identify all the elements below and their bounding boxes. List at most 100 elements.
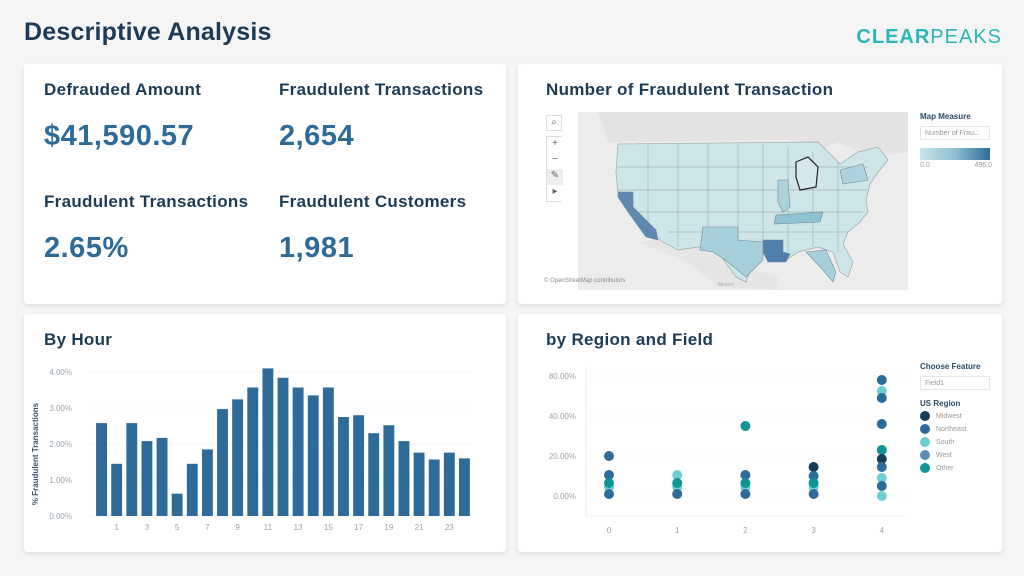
bar-hour-8[interactable] — [217, 409, 228, 516]
point-other[interactable] — [740, 478, 751, 488]
point-other[interactable] — [672, 478, 683, 488]
legend-item-northeast[interactable]: Northeast — [920, 424, 996, 434]
bar-hour-5[interactable] — [171, 493, 183, 516]
point-other[interactable] — [604, 478, 614, 488]
state-louisiana[interactable] — [762, 239, 791, 263]
choose-feature-select[interactable]: Field1 — [920, 376, 990, 390]
bar-hour-21[interactable] — [413, 452, 425, 516]
map-color-scale — [920, 148, 990, 160]
zoom-out-button[interactable]: − — [547, 153, 563, 169]
point-south[interactable] — [876, 473, 887, 483]
pin-icon: ✎ — [550, 170, 560, 181]
state-michigan-selected[interactable] — [795, 156, 819, 191]
point-northeast[interactable] — [740, 489, 751, 499]
bar-hour-22[interactable] — [428, 459, 440, 516]
legend-label: Other — [936, 464, 954, 472]
bar-hour-20[interactable] — [398, 441, 410, 516]
state-california[interactable] — [617, 191, 659, 241]
bar-hour-14[interactable] — [307, 395, 319, 516]
x-tick-label: 3 — [145, 523, 150, 532]
x-tick-label: 1 — [114, 523, 119, 532]
kpi-value: 2,654 — [279, 120, 355, 152]
point-south[interactable] — [672, 470, 683, 480]
bar-hour-11[interactable] — [262, 368, 274, 516]
bar-hour-9[interactable] — [232, 399, 244, 516]
x-tick-label: 15 — [324, 523, 333, 532]
us-region-legend-title: US Region — [920, 399, 961, 408]
bar-hour-15[interactable] — [322, 387, 334, 516]
legend-item-west[interactable]: West — [920, 450, 996, 460]
state-new-york[interactable] — [839, 163, 869, 185]
state-illinois[interactable] — [777, 179, 791, 213]
bar-hour-0[interactable] — [96, 423, 108, 516]
bar-hour-3[interactable] — [141, 441, 153, 516]
point-other[interactable] — [876, 445, 887, 455]
point-northeast[interactable] — [876, 393, 887, 403]
map-canvas[interactable]: Mexico — [578, 112, 908, 290]
canada-landmass — [598, 112, 908, 157]
point-northeast[interactable] — [604, 470, 614, 480]
legend-item-midwest[interactable]: Midwest — [920, 411, 996, 421]
point-northeast[interactable] — [876, 462, 887, 472]
point-northeast[interactable] — [740, 470, 751, 480]
legend-label: Midwest — [936, 412, 962, 420]
point-midwest[interactable] — [876, 454, 887, 464]
point-northeast[interactable] — [808, 471, 819, 481]
bar-hour-24[interactable] — [458, 458, 470, 516]
by-hour-chart: % Fraudulent Transactions 0.00% 1.00% 2.00… — [31, 368, 474, 532]
bar-hour-12[interactable] — [277, 377, 289, 516]
legend-item-south[interactable]: South — [920, 437, 996, 447]
brand-bold: CLEAR — [856, 26, 931, 48]
point-midwest[interactable] — [808, 462, 819, 472]
bar-hour-1[interactable] — [111, 463, 123, 516]
state-florida[interactable] — [805, 249, 837, 283]
legend-label: South — [936, 438, 955, 446]
bar-hour-10[interactable] — [247, 387, 259, 516]
map-attribution[interactable]: © OpenStreetMap contributors — [544, 278, 626, 284]
us-map[interactable]: Mexico — [578, 112, 908, 290]
bar-hour-7[interactable] — [201, 449, 213, 516]
x-tick-label: 5 — [175, 523, 180, 532]
point-other[interactable] — [740, 421, 751, 431]
point-northeast[interactable] — [876, 375, 887, 385]
kpi-fraudulent-customers: Fraudulent Customers 1,981 — [279, 192, 466, 265]
zoom-in-button[interactable]: + — [547, 137, 563, 153]
kpi-value: $41,590.57 — [44, 120, 195, 152]
region-scatter-chart: 0.00% 20.00% 40.00% 80.00% 0 1 2 3 4 — [549, 366, 908, 535]
point-northeast[interactable] — [604, 489, 614, 499]
point-northeast[interactable] — [808, 489, 819, 499]
legend-item-other[interactable]: Other — [920, 463, 996, 473]
bar-hour-17[interactable] — [353, 415, 365, 516]
map-legend: Map Measure Number of Frau... 0.0 496.0 — [920, 112, 996, 169]
by-hour-card: By Hour % Fraudulent Transactions 0.00% 1… — [24, 314, 506, 552]
kpi-fraudulent-transactions-count: Fraudulent Transactions 2,654 — [279, 80, 483, 153]
bar-hour-13[interactable] — [292, 387, 304, 516]
bar-hour-23[interactable] — [443, 452, 455, 516]
bar-hour-4[interactable] — [156, 437, 168, 516]
point-south[interactable] — [876, 386, 887, 396]
map-title: Number of Fraudulent Transaction — [546, 80, 834, 99]
bar-hour-19[interactable] — [383, 425, 395, 516]
x-tick-label: 23 — [445, 523, 454, 532]
y-tick-label: 2.00% — [49, 440, 72, 449]
kpi-value: 2.65% — [44, 232, 129, 264]
scale-max: 496.0 — [974, 162, 992, 169]
map-search-button[interactable]: ⌕ — [546, 115, 562, 131]
point-northeast[interactable] — [604, 451, 614, 461]
point-northeast[interactable] — [672, 489, 683, 499]
map-measure-select[interactable]: Number of Frau... — [920, 126, 990, 140]
point-northeast[interactable] — [876, 481, 887, 491]
point-northeast[interactable] — [876, 419, 887, 429]
x-tick-label: 7 — [205, 523, 210, 532]
state-tennessee[interactable] — [773, 211, 824, 225]
expand-toolbar-button[interactable]: ▸ — [547, 185, 563, 201]
bar-hour-2[interactable] — [126, 423, 138, 516]
point-south[interactable] — [876, 491, 887, 501]
bar-hour-18[interactable] — [368, 433, 380, 516]
kpi-defrauded-amount: Defrauded Amount $41,590.57 — [44, 80, 201, 153]
pin-map-button[interactable]: ✎ — [547, 169, 563, 185]
bar-hour-6[interactable] — [186, 463, 198, 516]
point-other[interactable] — [808, 478, 819, 488]
bar-hour-16[interactable] — [338, 417, 349, 516]
state-texas[interactable] — [699, 226, 764, 278]
